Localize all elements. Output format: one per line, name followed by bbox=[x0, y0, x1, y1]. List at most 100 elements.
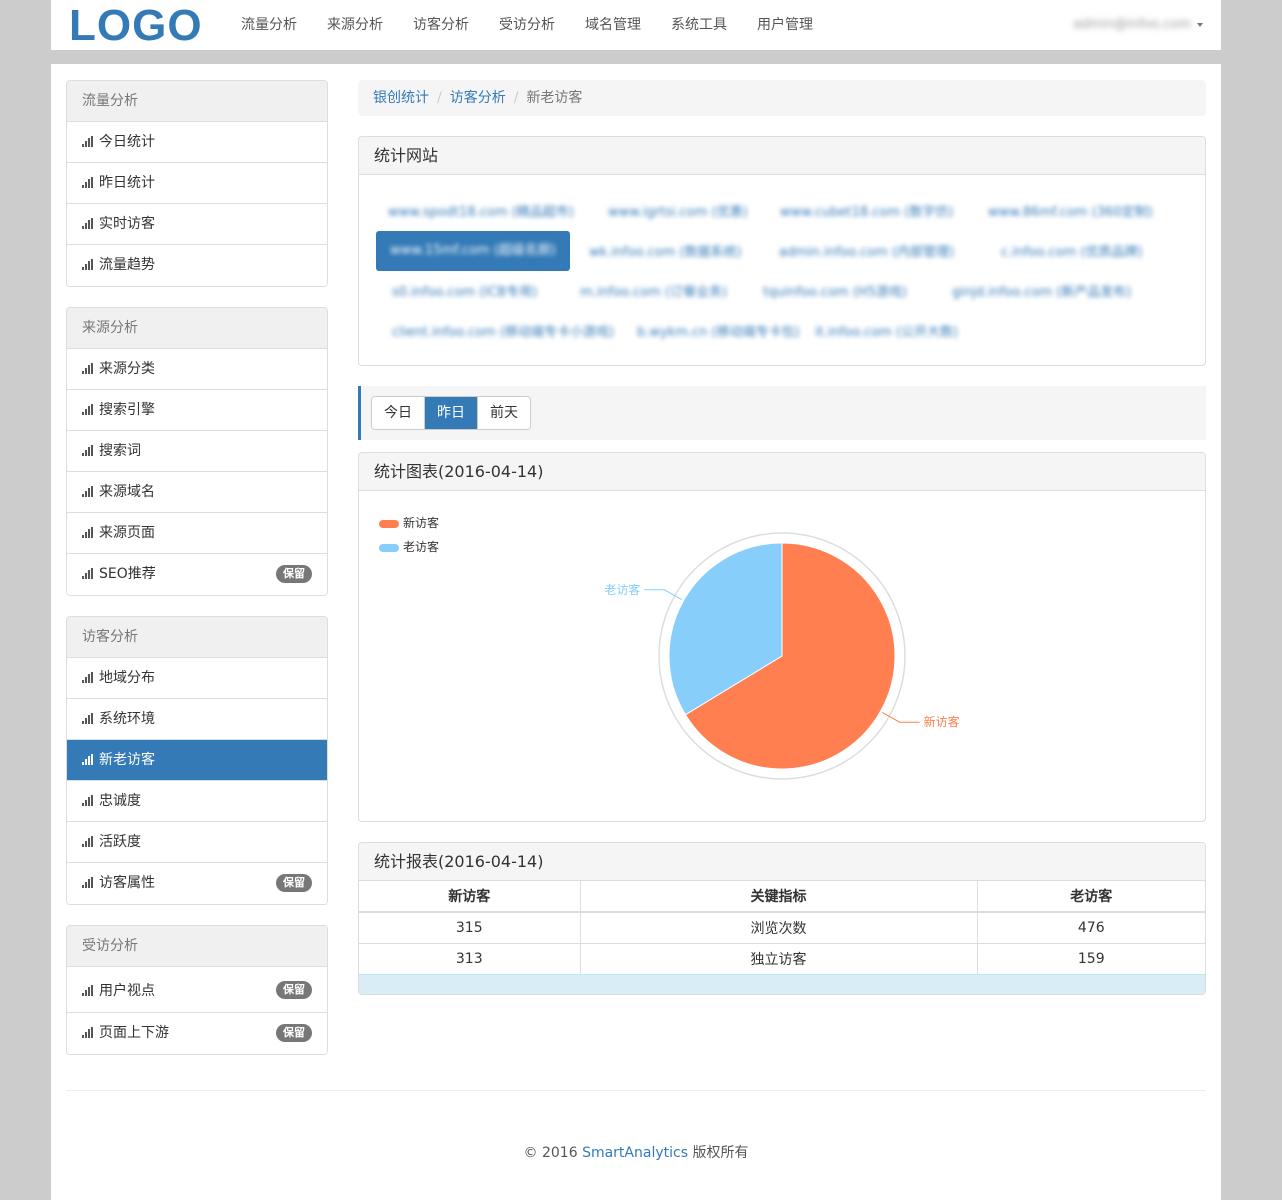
reserved-badge: 保留 bbox=[276, 1024, 312, 1042]
signal-bars-icon bbox=[82, 754, 95, 765]
nav-item-visited[interactable]: 受访分析 bbox=[499, 17, 555, 33]
pie-slice[interactable] bbox=[668, 542, 783, 716]
breadcrumb: 银创统计 / 访客分析 / 新老访客 bbox=[358, 80, 1206, 116]
chart-legend: 新访客老访客 bbox=[379, 511, 439, 559]
sidebar-item-label: 新老访客 bbox=[99, 752, 155, 768]
sidebar-item[interactable]: 实时访客 bbox=[67, 204, 327, 245]
site-link[interactable]: s0.infoo.com (ICB专用) bbox=[392, 285, 538, 300]
nav-item-tools[interactable]: 系统工具 bbox=[671, 17, 727, 33]
table-footer-bar bbox=[359, 974, 1205, 994]
sidebar-item-label: 页面上下游 bbox=[99, 1025, 169, 1041]
sidebar-item[interactable]: 访客属性 保留 bbox=[67, 863, 327, 904]
site-link[interactable]: client.infoo.com (移动端专卡小游戏) bbox=[392, 325, 615, 340]
sidebar: 流量分析 今日统计 昨日统计 实时访客 流量趋势 来源分析 来源分类 搜索引擎 搜索词 来源域名来… bbox=[66, 80, 328, 1075]
sidebar-group: 来源分析 来源分类 搜索引擎 搜索词 来源域名 来源页面 SEO推荐 保留 bbox=[66, 307, 328, 596]
breadcrumb-separator: / bbox=[437, 90, 442, 106]
signal-bars-icon bbox=[82, 713, 95, 724]
sidebar-item[interactable]: 今日统计 bbox=[67, 122, 327, 163]
sidebar-item[interactable]: SEO推荐 保留 bbox=[67, 554, 327, 595]
sidebar-item[interactable]: 来源页面 bbox=[67, 513, 327, 554]
sidebar-item[interactable]: 来源域名 bbox=[67, 472, 327, 513]
breadcrumb-current: 新老访客 bbox=[526, 90, 583, 106]
sites-panel: 统计网站 www.spodt18.com (精品超市) www.igrtsi.co… bbox=[358, 136, 1206, 366]
report-panel: 统计报表(2016-04-14) 新访客 关键指标 老访客 315 浏览次数 476… bbox=[358, 842, 1206, 995]
footer-brand-link[interactable]: SmartAnalytics bbox=[582, 1145, 688, 1161]
site-link[interactable]: tquinfoo.com (H5游戏) bbox=[763, 285, 907, 300]
sidebar-item[interactable]: 系统环境 bbox=[67, 699, 327, 740]
sidebar-group-title: 流量分析 bbox=[67, 81, 327, 122]
signal-bars-icon bbox=[82, 672, 95, 683]
day-tab-button[interactable]: 昨日 bbox=[425, 397, 478, 429]
sidebar-item-label: 地域分布 bbox=[99, 670, 155, 686]
site-link[interactable]: www.15mf.com (超级名厨) bbox=[376, 231, 570, 271]
sidebar-item-label: 流量趋势 bbox=[99, 257, 155, 273]
site-link-label: www.15mf.com (超级名厨) bbox=[390, 243, 556, 258]
sidebar-group-title: 访客分析 bbox=[67, 617, 327, 658]
sidebar-item[interactable]: 来源分类 bbox=[67, 349, 327, 390]
footer-suffix: 版权所有 bbox=[688, 1145, 749, 1161]
site-link[interactable]: m.infoo.com (订餐业务) bbox=[580, 285, 728, 300]
signal-bars-icon bbox=[82, 877, 95, 888]
sidebar-item[interactable]: 活跃度 bbox=[67, 822, 327, 863]
pie-slice-label: 老访客 bbox=[604, 582, 640, 597]
user-menu[interactable]: admin@infoo.com bbox=[1073, 0, 1203, 50]
sidebar-item-label: 来源分类 bbox=[99, 361, 155, 377]
legend-item[interactable]: 新访客 bbox=[379, 511, 439, 535]
sidebar-item-label: 来源域名 bbox=[99, 484, 155, 500]
sidebar-item[interactable]: 新老访客 bbox=[67, 740, 327, 781]
nav-item-users[interactable]: 用户管理 bbox=[757, 17, 813, 33]
site-link[interactable]: c.infoo.com (优质品牌) bbox=[1001, 245, 1143, 260]
sidebar-item[interactable]: 忠诚度 bbox=[67, 781, 327, 822]
signal-bars-icon bbox=[82, 218, 95, 229]
nav-item-domain[interactable]: 域名管理 bbox=[585, 17, 641, 33]
legend-item[interactable]: 老访客 bbox=[379, 535, 439, 559]
sidebar-item[interactable]: 搜索词 bbox=[67, 431, 327, 472]
nav-item-visitor[interactable]: 访客分析 bbox=[413, 17, 469, 33]
sidebar-item[interactable]: 流量趋势 bbox=[67, 245, 327, 286]
site-link[interactable]: it.infoo.com (公开大数) bbox=[815, 325, 959, 340]
site-list: www.spodt18.com (精品超市) www.igrtsi.com (优惠… bbox=[359, 175, 1205, 365]
site-link[interactable]: www.cubet18.com (数字仿) bbox=[780, 205, 954, 220]
day-tab-button[interactable]: 前天 bbox=[478, 397, 530, 429]
sidebar-item-label: 今日统计 bbox=[99, 134, 155, 150]
report-table: 新访客 关键指标 老访客 315 浏览次数 476 313 独立访客 159 bbox=[359, 881, 1205, 974]
signal-bars-icon bbox=[82, 445, 95, 456]
site-link[interactable]: ginjd.infoo.com (新产品发布) bbox=[952, 285, 1132, 300]
signal-bars-icon bbox=[82, 177, 95, 188]
column-header: 老访客 bbox=[976, 881, 1205, 913]
content: 银创统计 / 访客分析 / 新老访客 统计网站 www.spodt18.com (精品超… bbox=[358, 80, 1206, 1015]
sidebar-item[interactable]: 用户视点 保留 bbox=[67, 967, 327, 1013]
day-tab-button[interactable]: 今日 bbox=[372, 397, 425, 429]
sidebar-item[interactable]: 搜索引擎 bbox=[67, 390, 327, 431]
site-link[interactable]: www.igrtsi.com (优惠) bbox=[608, 205, 748, 220]
sidebar-item-label: 搜索引擎 bbox=[99, 402, 155, 418]
breadcrumb-home[interactable]: 银创统计 bbox=[373, 90, 429, 106]
signal-bars-icon bbox=[82, 568, 95, 579]
caret-down-icon bbox=[1197, 22, 1203, 27]
site-link[interactable]: www.spodt18.com (精品超市) bbox=[388, 205, 574, 220]
site-link[interactable]: wk.infoo.com (数据系统) bbox=[589, 245, 742, 260]
sidebar-item[interactable]: 昨日统计 bbox=[67, 163, 327, 204]
signal-bars-icon bbox=[82, 486, 95, 497]
sidebar-item-label: 访客属性 bbox=[99, 875, 155, 891]
site-link[interactable]: www.86mf.com (360定制) bbox=[988, 205, 1153, 220]
sidebar-item-label: 用户视点 bbox=[99, 983, 155, 999]
reserved-badge: 保留 bbox=[276, 981, 312, 999]
table-cell: 浏览次数 bbox=[579, 911, 977, 943]
breadcrumb-separator: / bbox=[513, 90, 519, 106]
logo[interactable]: LOGO bbox=[69, 1, 203, 50]
sidebar-item-label: 实时访客 bbox=[99, 216, 155, 232]
site-link[interactable]: admin.infoo.com (内部管理) bbox=[779, 245, 955, 260]
footer-copyright: © 2016 bbox=[523, 1145, 583, 1161]
pie-outer-ring bbox=[658, 532, 906, 780]
table-header-row: 新访客 关键指标 老访客 bbox=[359, 881, 1205, 913]
table-cell: 313 bbox=[359, 942, 580, 974]
site-link[interactable]: b.wykm.cn (移动端专卡包) bbox=[637, 325, 800, 340]
sidebar-item[interactable]: 页面上下游 保留 bbox=[67, 1013, 327, 1054]
nav-item-traffic[interactable]: 流量分析 bbox=[241, 17, 297, 33]
pie-slice[interactable] bbox=[684, 542, 896, 770]
legend-label: 新访客 bbox=[403, 516, 440, 530]
sidebar-item[interactable]: 地域分布 bbox=[67, 658, 327, 699]
nav-item-source[interactable]: 来源分析 bbox=[327, 17, 383, 33]
breadcrumb-section[interactable]: 访客分析 bbox=[449, 90, 506, 106]
